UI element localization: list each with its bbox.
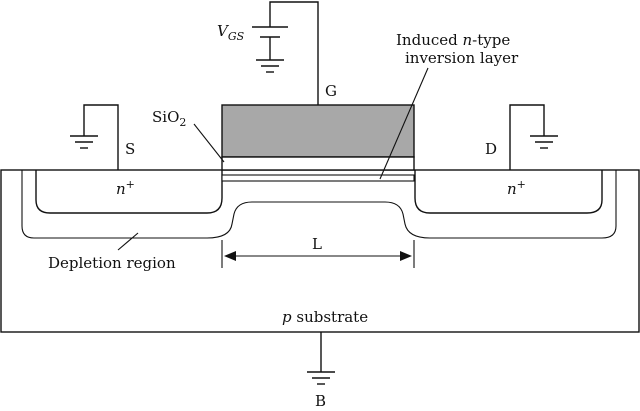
gate-terminal-wire [269, 1, 319, 105]
channel-length-label: L [312, 235, 322, 253]
nplus-drain-label: n+ [507, 178, 526, 198]
channel-length-dimension [221, 240, 415, 268]
body-ground-icon [307, 371, 335, 385]
depletion-region-label: Depletion region [48, 254, 176, 272]
sio2-label: SiO2 [152, 108, 186, 129]
depletion-leader-line [117, 232, 139, 251]
source-ground-icon [70, 135, 98, 149]
source-label: S [125, 140, 135, 158]
gate-electrode [221, 104, 415, 158]
body-label: B [315, 392, 326, 410]
inversion-layer-leader-line [379, 67, 429, 180]
sio2-oxide-layer [221, 156, 415, 171]
inversion-layer-label-line2: inversion layer [405, 49, 519, 67]
nplus-drain-region [414, 170, 603, 214]
nplus-source-label: n+ [116, 178, 135, 198]
depletion-region-boundary [21, 170, 617, 239]
vgs-label: VGS [217, 22, 245, 43]
drain-terminal-wire [509, 104, 545, 170]
induced-ntype-label-line1: Induced n-type [396, 31, 510, 49]
drain-ground-icon [530, 135, 558, 149]
sio2-leader-line [193, 123, 225, 163]
inversion-layer-channel [221, 174, 415, 182]
drain-label: D [485, 140, 497, 158]
nplus-source-region [35, 170, 223, 214]
vgs-battery-symbol [252, 26, 288, 60]
gate-label: G [325, 82, 337, 100]
gate-ground-icon [256, 59, 284, 73]
substrate-label: p substrate [282, 308, 368, 326]
source-terminal-wire [83, 104, 119, 170]
